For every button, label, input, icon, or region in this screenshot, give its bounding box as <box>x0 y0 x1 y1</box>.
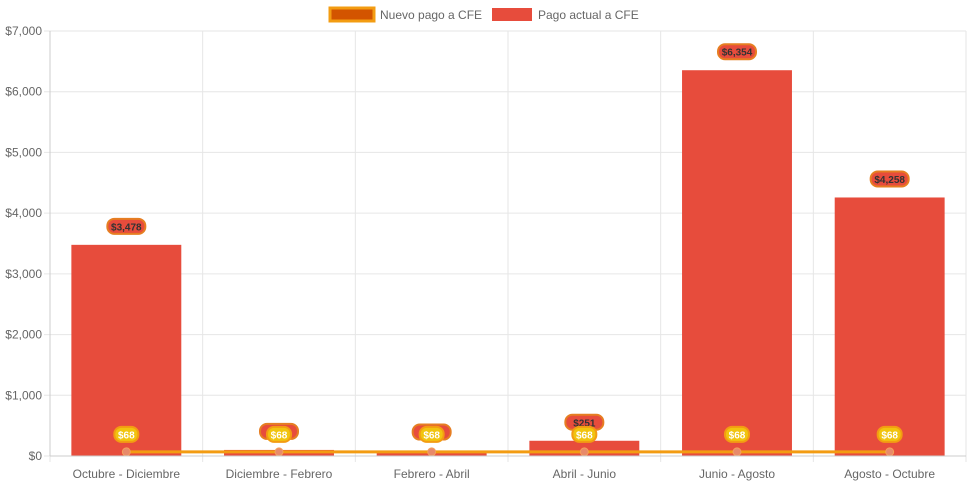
bar-data-label-badge: $3,478 <box>106 217 147 235</box>
legend-label: Pago actual a CFE <box>538 8 639 22</box>
y-tick-label: $4,000 <box>5 206 42 220</box>
y-tick-label: $6,000 <box>5 85 42 99</box>
legend-item-nuevo-pago: Nuevo pago a CFE <box>328 6 482 23</box>
bar-data-label-badge-bg <box>717 43 757 61</box>
line-point <box>121 447 131 457</box>
line-data-label-badge-bg <box>266 425 292 443</box>
line-point <box>885 447 895 457</box>
axes: $0 $1,000 $2,000 $3,000 $4,000 $5,000 $6,000 $7… <box>5 24 966 481</box>
line-data-label-badge: $68 <box>418 425 445 443</box>
x-tick-label: Abril - Junio <box>553 467 617 481</box>
line-data-label-badge: $68 <box>724 425 750 443</box>
line-data-label-badge: $68 <box>571 425 598 443</box>
bar-data-label-badge: $4,258 <box>869 170 910 188</box>
line-data-label: $68 <box>729 430 746 441</box>
line-data-label-badge: $68 <box>266 425 292 443</box>
legend-swatch <box>328 6 376 23</box>
y-tick-label: $2,000 <box>5 328 42 342</box>
line-data-label-badge-bg <box>571 425 598 443</box>
y-tick-label: $3,000 <box>5 267 42 281</box>
x-tick-label: Diciembre - Febrero <box>226 467 333 481</box>
y-tick-label: $0 <box>29 449 43 463</box>
line-data-label-badge-bg <box>724 425 750 443</box>
line-series <box>121 447 895 457</box>
line-point <box>427 447 437 457</box>
x-tick-label: Octubre - Diciembre <box>73 467 181 481</box>
line-data-label-badge-bg <box>876 425 903 443</box>
bar-data-label-badge-bg <box>869 170 910 188</box>
bar-data-label-badge-bg <box>106 217 147 235</box>
bar <box>834 197 945 456</box>
bar-data-label-badge: $6,354 <box>717 43 757 61</box>
bar-data-label: $251 <box>573 418 596 429</box>
bars <box>71 70 945 456</box>
y-tick-label: $1,000 <box>5 388 42 402</box>
line-point <box>579 447 589 457</box>
line-data-label: $68 <box>576 430 593 441</box>
y-tick-label: $7,000 <box>5 24 42 38</box>
line-data-label-badge-bg <box>418 425 445 443</box>
x-tick-label: Junio - Agosto <box>699 467 775 481</box>
legend-label: Nuevo pago a CFE <box>380 8 482 22</box>
bar-data-label: $6,354 <box>722 48 753 59</box>
line-data-label-badge: $68 <box>113 425 140 443</box>
y-tick-label: $5,000 <box>5 145 42 159</box>
line-data-label: $68 <box>881 430 898 441</box>
bar-data-label: $3,478 <box>111 222 142 233</box>
bar <box>682 70 792 456</box>
bar-data-label: $4,258 <box>874 175 905 186</box>
x-tick-label: Febrero - Abril <box>394 467 470 481</box>
line-point <box>274 447 284 457</box>
line-data-label: $68 <box>118 430 135 441</box>
line-labels: $68 $68 $68 $68 $68 $68 <box>113 425 903 443</box>
legend-swatch <box>492 8 532 21</box>
line-data-label-badge-bg <box>113 425 140 443</box>
line-data-label-badge: $68 <box>876 425 903 443</box>
grid <box>44 30 967 462</box>
line-data-label: $68 <box>271 430 288 441</box>
line-data-label: $68 <box>423 430 440 441</box>
line-point <box>732 447 742 457</box>
legend-item-pago-actual: Pago actual a CFE <box>492 8 639 22</box>
bar <box>71 244 182 456</box>
legend: Nuevo pago a CFE Pago actual a CFE <box>328 6 639 23</box>
x-tick-label: Agosto - Octubre <box>844 467 935 481</box>
